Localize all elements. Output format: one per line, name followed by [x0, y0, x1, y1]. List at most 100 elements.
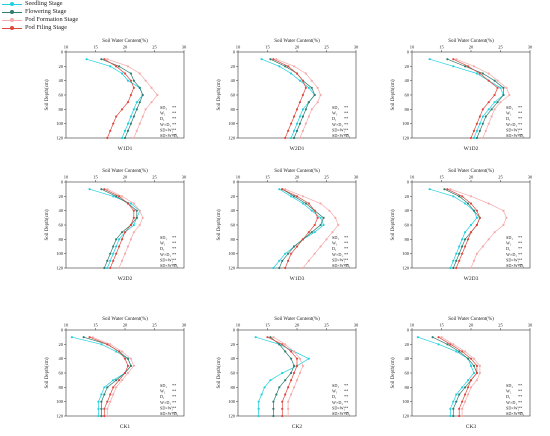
data-point-flowering-stage-ck1	[129, 364, 132, 367]
x-axis-title-w1d2: Soil Water Content(%)	[448, 39, 494, 44]
y-tick-label-w2d3: 120	[402, 266, 410, 271]
stat-sig-w1d2: **	[518, 111, 522, 116]
data-point-pod-filing-stage-w2d3	[475, 223, 478, 227]
data-point-seedling-stage-ck3	[455, 393, 458, 396]
y-tick-label-w2d1: 60	[231, 93, 236, 98]
data-point-pod-filing-stage-w1d2	[469, 136, 473, 140]
data-point-flowering-stage-w1d1	[132, 79, 135, 82]
data-point-pod-filing-stage-ck3	[458, 407, 461, 410]
x-tick-label-w1d1: 30	[182, 45, 187, 50]
data-point-flowering-stage-w2d1	[304, 108, 307, 111]
series-line-pod-filing-stage-ck2	[267, 336, 298, 416]
x-tick-label-w2d2: 20	[123, 175, 128, 180]
data-point-seedling-stage-w2d1	[298, 79, 302, 82]
stat-sig-w2d1: **	[344, 111, 348, 116]
data-point-pod-filing-stage-ck2	[281, 407, 284, 410]
data-point-pod-filing-stage-w1d3	[284, 266, 287, 270]
data-point-pod-formation-stage-w2d2	[132, 202, 135, 205]
x-tick-label-w1d2: 30	[528, 45, 533, 50]
stat-sig-ck1: **	[172, 400, 176, 405]
series-line-flowering-stage-ck1	[83, 336, 132, 416]
data-point-seedling-stage-w2d1	[290, 136, 293, 140]
data-point-pod-formation-stage-w2d1	[304, 72, 307, 75]
data-point-seedling-stage-w1d1	[123, 129, 127, 132]
data-point-flowering-stage-ck3	[458, 350, 461, 353]
stat-label-w1d1: W₁	[160, 111, 166, 116]
data-point-pod-filing-stage-w2d3	[475, 209, 478, 212]
stat-label-ck1: SD×W₁	[160, 405, 174, 410]
stat-sig-w2d2: **	[172, 241, 176, 246]
data-point-flowering-stage-ck1	[115, 379, 118, 382]
series-line-pod-formation-stage-ck2	[273, 336, 304, 416]
data-point-flowering-stage-w2d1	[284, 65, 287, 68]
data-point-flowering-stage-w1d1	[135, 108, 138, 111]
data-point-pod-filing-stage-ck3	[464, 393, 467, 396]
data-point-seedling-stage-w2d2	[88, 188, 91, 191]
series-line-pod-formation-stage-w2d2	[107, 188, 144, 269]
legend-item-flowering-stage: Flowering Stage	[0, 8, 110, 16]
stat-label-ck1: D₁	[160, 394, 165, 399]
series-line-seedling-stage-ck3	[417, 336, 475, 416]
x-tick-label-ck2: 30	[354, 323, 359, 328]
data-point-pod-formation-stage-w1d3	[319, 245, 322, 248]
legend-label-flowering-stage: Flowering Stage	[25, 7, 67, 15]
y-tick-label-w2d2: 60	[59, 223, 64, 228]
data-point-pod-filing-stage-w1d1	[129, 79, 132, 82]
legend-label-seedling-stage: Seedling Stage	[25, 0, 63, 7]
y-tick-label-w1d3: 80	[231, 237, 236, 242]
stat-sig-w1d2: **	[518, 127, 522, 132]
data-point-pod-formation-stage-w2d2	[123, 252, 127, 255]
stat-label-w2d1: W×D₁	[332, 122, 343, 127]
data-point-seedling-stage-w2d3	[475, 216, 478, 219]
y-tick-label-w1d2: 100	[402, 121, 410, 126]
data-point-flowering-stage-w1d1	[129, 72, 132, 75]
data-point-pod-filing-stage-w2d2	[103, 188, 106, 191]
x-axis-title-w2d1: Soil Water Content(%)	[274, 39, 320, 44]
data-point-pod-filing-stage-w1d3	[295, 195, 299, 198]
stat-label-w1d3: D₁	[332, 246, 337, 251]
stat-sig-ck3: **	[518, 405, 522, 410]
data-point-pod-filing-stage-ck3	[475, 371, 478, 375]
data-point-pod-filing-stage-w2d3	[461, 252, 464, 255]
y-tick-label-w1d2: 40	[405, 78, 410, 83]
data-point-pod-filing-stage-w1d2	[496, 86, 499, 89]
data-point-pod-formation-stage-w2d1	[319, 93, 322, 97]
data-point-pod-formation-stage-w1d2	[484, 129, 487, 132]
data-point-pod-formation-stage-w2d1	[310, 79, 313, 82]
x-tick-label-w1d2: 10	[410, 45, 415, 50]
series-line-flowering-stage-w1d2	[447, 58, 504, 139]
data-point-pod-formation-stage-w1d1	[144, 108, 147, 111]
data-point-seedling-stage-w1d2	[493, 101, 496, 104]
data-point-pod-formation-stage-w1d1	[150, 101, 153, 104]
data-point-flowering-stage-w1d3	[278, 266, 281, 270]
y-tick-label-ck2: 60	[231, 371, 236, 376]
data-point-seedling-stage-w1d2	[452, 65, 455, 68]
data-point-flowering-stage-w1d2	[464, 65, 467, 68]
stat-label-w2d1: SD×W₁	[332, 127, 346, 132]
stat-label-ck2: D₁	[332, 394, 337, 399]
y-axis-title-w1d2: Soil Depth(cm)	[391, 79, 396, 110]
data-point-pod-formation-stage-w2d1	[301, 129, 304, 132]
x-tick-label-w1d1: 20	[123, 45, 128, 50]
data-point-pod-formation-stage-w2d2	[138, 223, 141, 227]
data-point-pod-filing-stage-w1d1	[132, 86, 135, 89]
data-point-pod-formation-stage-w2d1	[307, 115, 310, 118]
stat-sig-w2d3: **	[518, 263, 522, 268]
data-point-flowering-stage-w2d3	[466, 202, 470, 205]
data-point-flowering-stage-ck3	[452, 414, 455, 418]
y-tick-label-w2d2: 0	[61, 180, 64, 185]
data-point-seedling-stage-w2d3	[452, 259, 455, 262]
series-line-pod-filing-stage-ck3	[438, 336, 478, 416]
x-tick-label-w2d3: 10	[410, 175, 415, 180]
legend-label-pod-filing-stage: Pod Filing Stage	[25, 23, 67, 31]
data-point-pod-formation-stage-w2d1	[310, 108, 313, 111]
data-point-flowering-stage-w2d3	[455, 259, 458, 262]
data-point-seedling-stage-w2d2	[109, 259, 112, 262]
legend-item-pod-filing-stage: Pod Filing Stage	[0, 24, 110, 32]
y-tick-label-w2d1: 20	[231, 64, 236, 69]
data-point-pod-formation-stage-ck2	[295, 379, 299, 382]
data-point-flowering-stage-ck2	[272, 400, 275, 403]
data-point-seedling-stage-w1d3	[272, 266, 275, 270]
x-tick-label-w2d3: 25	[498, 175, 503, 180]
data-point-pod-filing-stage-w2d1	[301, 79, 304, 82]
